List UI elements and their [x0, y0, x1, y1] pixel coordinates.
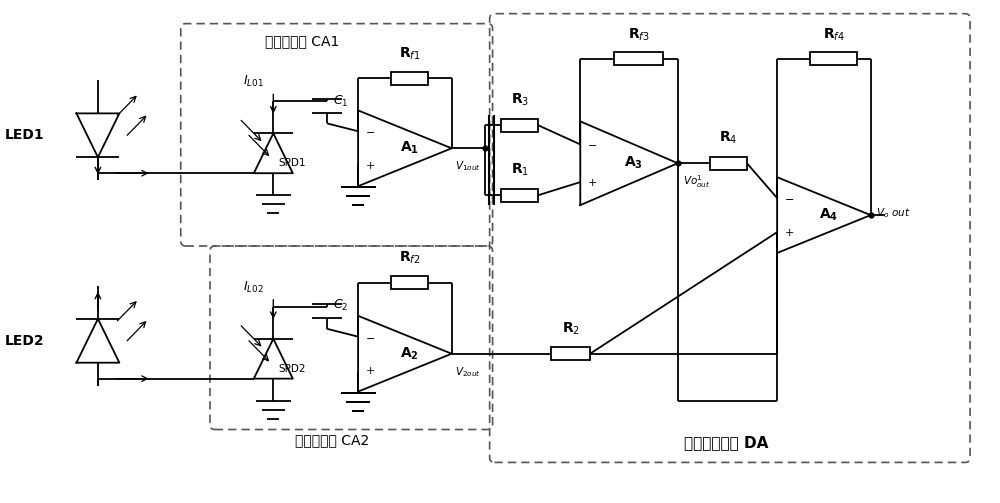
- Text: LED2: LED2: [5, 334, 44, 348]
- Bar: [391, 277, 428, 289]
- Text: $V_{2out}$: $V_{2out}$: [455, 365, 480, 379]
- Text: LED1: LED1: [5, 128, 44, 142]
- Text: $-$: $-$: [784, 193, 794, 203]
- Text: $\mathbf{A_1}$: $\mathbf{A_1}$: [400, 140, 419, 156]
- Bar: [501, 119, 538, 132]
- Text: $V_o$ out: $V_o$ out: [876, 206, 910, 220]
- Text: $\mathbf{R}_{4}$: $\mathbf{R}_{4}$: [719, 130, 738, 146]
- Text: $Vo^1_{out}$: $Vo^1_{out}$: [683, 173, 710, 190]
- Text: $C_2$: $C_2$: [333, 298, 348, 313]
- Text: $\mathbf{R}_{f2}$: $\mathbf{R}_{f2}$: [399, 249, 420, 266]
- Text: $+$: $+$: [365, 365, 375, 376]
- Text: $+$: $+$: [587, 177, 597, 188]
- Text: $\mathbf{R}_{1}$: $\mathbf{R}_{1}$: [511, 162, 529, 178]
- Bar: [501, 189, 538, 202]
- Text: $V_{1out}$: $V_{1out}$: [455, 159, 480, 173]
- Text: $\mathbf{A_3}$: $\mathbf{A_3}$: [624, 155, 643, 172]
- Text: $\mathbf{R}_{3}$: $\mathbf{R}_{3}$: [511, 92, 529, 108]
- Text: $\mathbf{A_2}$: $\mathbf{A_2}$: [400, 346, 419, 362]
- Text: $\mathbf{A_4}$: $\mathbf{A_4}$: [819, 207, 838, 223]
- Text: $+$: $+$: [784, 227, 794, 237]
- Text: $+$: $+$: [365, 160, 375, 171]
- Text: $\mathbf{R}_{f4}$: $\mathbf{R}_{f4}$: [823, 26, 845, 43]
- Text: SPD1: SPD1: [278, 158, 306, 168]
- Bar: [810, 52, 857, 65]
- Bar: [614, 52, 663, 65]
- Bar: [551, 347, 590, 360]
- Text: $\mathbf{R}_{f3}$: $\mathbf{R}_{f3}$: [628, 26, 650, 43]
- Text: 光电探测器 CA1: 光电探测器 CA1: [265, 35, 340, 49]
- Text: $C_1$: $C_1$: [333, 94, 348, 109]
- Text: $I_{L02}$: $I_{L02}$: [243, 280, 264, 295]
- Text: $\mathbf{R}_{2}$: $\mathbf{R}_{2}$: [562, 320, 580, 337]
- Bar: [391, 72, 428, 85]
- Bar: [710, 157, 747, 170]
- Text: SPD2: SPD2: [278, 364, 306, 374]
- Text: $I_{L01}$: $I_{L01}$: [243, 74, 264, 90]
- Text: $\mathbf{R}_{f1}$: $\mathbf{R}_{f1}$: [399, 45, 420, 61]
- Text: $-$: $-$: [365, 331, 375, 342]
- Text: 差分比较电路 DA: 差分比较电路 DA: [684, 435, 769, 450]
- Text: $-$: $-$: [365, 126, 375, 136]
- Text: $-$: $-$: [587, 139, 597, 149]
- Text: 光电探测器 CA2: 光电探测器 CA2: [295, 434, 369, 448]
